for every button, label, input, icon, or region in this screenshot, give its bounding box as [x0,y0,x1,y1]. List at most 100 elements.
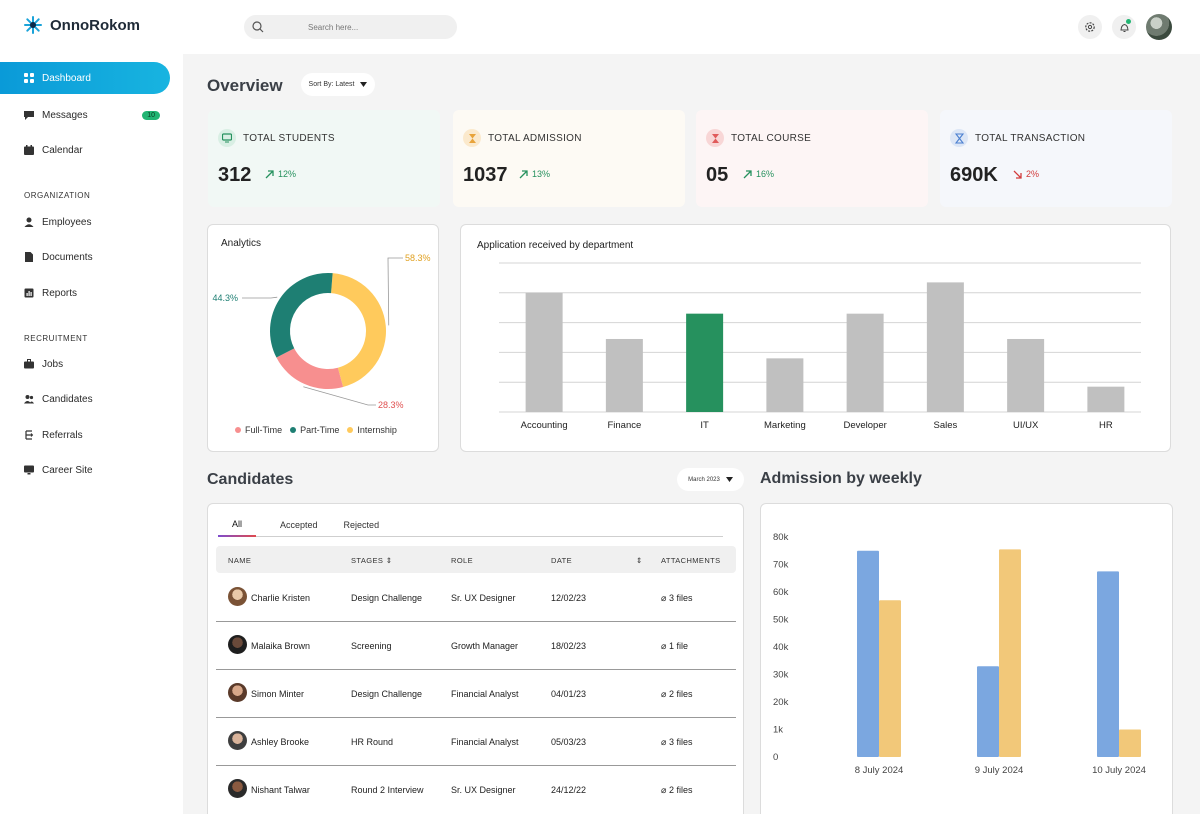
monitor-icon [24,465,34,475]
table-row[interactable]: Malaika Brown Screening Growth Manager 1… [216,622,736,670]
caret-down-icon [725,477,733,482]
attachments-link[interactable]: ⌀ 2 files [661,689,693,699]
x-tick-label: Sales [933,420,957,431]
stat-value: 312 [218,164,252,186]
sidebar: Dashboard Messages 10 Calendar ORGANIZAT… [0,54,183,814]
stat-icon [950,129,968,147]
x-tick-label: 9 July 2024 [975,765,1024,776]
donut-slice-internship[interactable] [331,273,386,388]
bar-8-july-2024-series-1[interactable] [857,550,879,757]
bar-hr[interactable] [1087,386,1125,412]
stat-icon [463,129,481,147]
column-header-date[interactable]: DATE [551,556,573,565]
sort-icon[interactable]: ⇕ [636,556,643,565]
table-row[interactable]: Simon Minter Design Challenge Financial … [216,670,736,718]
avatar [228,683,247,702]
sidebar-item-reports[interactable]: Reports [0,277,170,309]
legend-item-internship: Internship [347,425,397,435]
paperclip-icon: ⌀ [661,593,667,603]
notifications-button[interactable] [1112,15,1136,39]
brand[interactable]: OnnoRokom [24,16,140,34]
tab-rejected[interactable]: Rejected [343,519,380,530]
sidebar-item-employees[interactable]: Employees [0,206,170,238]
sidebar-item-calendar[interactable]: Calendar [0,134,170,166]
column-header-stages[interactable]: STAGES ⇕ [351,556,393,565]
hourglass-icon [954,132,964,144]
sidebar-item-label: Candidates [42,393,93,405]
month-dropdown[interactable]: March 2023 [677,468,744,491]
stat-label: TOTAL ADMISSION [488,133,582,144]
bar-8-july-2024-series-2[interactable] [879,600,901,757]
table-header: NAME STAGES ⇕ ROLE DATE ⇕ ATTACHMENTS [216,546,736,573]
avatar [228,587,247,606]
x-tick-label: Finance [607,420,641,431]
tab-all[interactable]: All [218,512,257,537]
sidebar-item-label: Calendar [42,144,83,156]
stat-label: TOTAL COURSE [731,133,812,144]
bar-developer[interactable] [846,313,884,412]
sort-dropdown[interactable]: Sort By: Latest [301,73,375,96]
sidebar-item-documents[interactable]: Documents [0,241,170,273]
sidebar-item-label: Jobs [42,358,64,370]
sort-label: Sort By: Latest [308,81,355,88]
sidebar-item-career-site[interactable]: Career Site [0,454,170,486]
tab-accepted[interactable]: Accepted [280,519,318,530]
bar-10-july-2024-series-1[interactable] [1097,571,1119,757]
stat-card-total-admission[interactable]: TOTAL ADMISSION 1037 13% [453,110,685,207]
bar-it[interactable] [686,313,724,412]
sidebar-item-dashboard[interactable]: Dashboard [0,62,170,94]
donut-label-internship: 58.3% [405,253,431,263]
bar-marketing[interactable] [766,358,804,412]
x-tick-label: Developer [843,420,886,431]
bar-10-july-2024-series-2[interactable] [1119,729,1141,758]
donut-label-part-time: 44.3% [212,293,238,303]
weekly-title: Admission by weekly [760,470,922,487]
y-tick-label: 30k [773,670,789,681]
bar-9-july-2024-series-2[interactable] [999,549,1021,757]
monitor-icon [222,133,232,143]
x-tick-label: Accounting [521,420,568,431]
table-row[interactable]: Nishant Talwar Round 2 Interview Sr. UX … [216,766,736,814]
attachments-link[interactable]: ⌀ 3 files [661,737,693,747]
sidebar-item-candidates[interactable]: Candidates [0,383,170,415]
section-title-organization: ORGANIZATION [24,191,91,200]
column-header-name[interactable]: NAME [228,556,252,565]
stat-label: TOTAL STUDENTS [243,133,335,144]
donut-slice-full-time[interactable] [276,348,344,389]
bar-finance[interactable] [605,338,643,412]
bar-accounting[interactable] [525,292,563,412]
sidebar-item-jobs[interactable]: Jobs [0,348,170,380]
column-header-attachments[interactable]: ATTACHMENTS [661,556,721,565]
stat-card-total-transaction[interactable]: TOTAL TRANSACTION 690K 2% [940,110,1172,207]
donut-label-full-time: 28.3% [378,400,404,410]
stat-card-total-course[interactable]: TOTAL COURSE 05 16% [696,110,928,207]
attachments-link[interactable]: ⌀ 2 files [661,785,693,795]
stat-value: 690K [950,164,998,186]
table-row[interactable]: Ashley Brooke HR Round Financial Analyst… [216,718,736,766]
attachments-link[interactable]: ⌀ 1 file [661,641,688,651]
stat-card-total-students[interactable]: TOTAL STUDENTS 312 12% [208,110,440,207]
search-input[interactable] [308,22,448,32]
sidebar-item-referrals[interactable]: Referrals [0,419,170,451]
donut-slice-part-time[interactable] [270,273,333,358]
search-box[interactable] [244,15,457,39]
sidebar-item-messages[interactable]: Messages 10 [0,99,170,131]
referral-icon [25,430,34,440]
table-row[interactable]: Charlie Kristen Design Challenge Sr. UX … [216,574,736,622]
gear-icon [1085,22,1095,32]
department-bar-chart: Accounting Finance IT Marketing Developer Sal… [499,262,1141,431]
column-header-role[interactable]: ROLE [451,556,474,565]
paperclip-icon: ⌀ [661,737,667,747]
search-icon [252,21,264,33]
bar-sales[interactable] [926,282,964,412]
page-title: Overview [207,76,283,95]
donut-chart: 58.3% 28.3% 44.3% [212,253,431,410]
bar-9-july-2024-series-1[interactable] [977,666,999,757]
arrow-up-right-icon [519,169,528,178]
user-avatar[interactable] [1146,14,1172,40]
bar-ui-ux[interactable] [1007,338,1045,412]
settings-button[interactable] [1078,15,1102,39]
attachments-link[interactable]: ⌀ 3 files [661,593,693,603]
sidebar-item-label: Reports [42,287,78,299]
weekly-bar-chart: 80k 70k 60k 50k 40k 30k 20k 1k 0 8 July 2024 9 Jul… [773,532,1146,776]
